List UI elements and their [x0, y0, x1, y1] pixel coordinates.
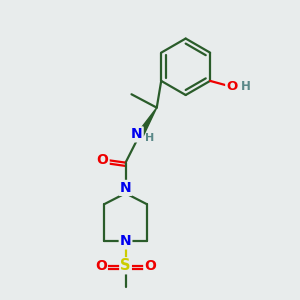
Text: N: N	[120, 234, 131, 248]
Text: N: N	[120, 181, 131, 195]
Text: N: N	[131, 128, 143, 141]
Text: O: O	[97, 153, 109, 167]
Text: O: O	[226, 80, 237, 93]
Text: H: H	[145, 133, 154, 143]
Text: O: O	[95, 259, 107, 273]
Text: H: H	[241, 80, 251, 93]
Text: O: O	[144, 259, 156, 273]
Polygon shape	[138, 108, 157, 136]
Text: S: S	[120, 258, 131, 273]
